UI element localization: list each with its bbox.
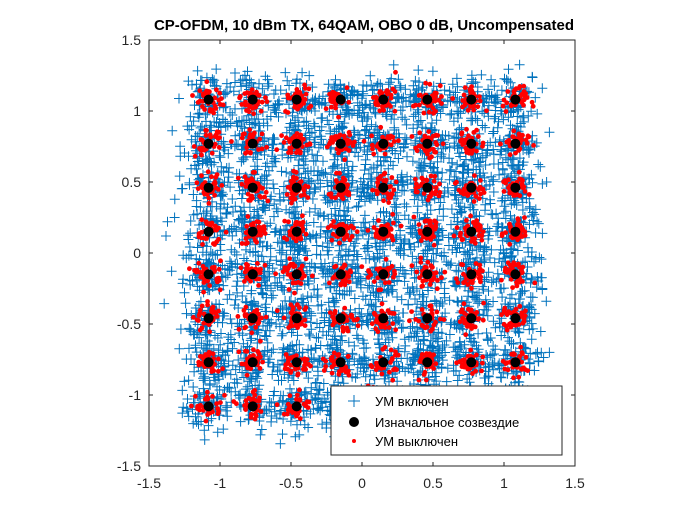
constellation-point-5-5	[422, 182, 433, 193]
y-tick-label: 0.5	[122, 174, 142, 190]
constellation-point-4-5	[378, 182, 389, 193]
constellation-point-5-7	[422, 94, 433, 105]
legend-label-um-on: УМ включен	[375, 394, 449, 409]
series-original-constellation	[203, 94, 521, 412]
red-cluster-0-5	[194, 169, 225, 206]
constellation-point-0-7	[203, 94, 214, 105]
constellation-point-4-2	[378, 313, 389, 324]
red-cluster-3-6	[324, 130, 357, 163]
constellation-point-4-4	[378, 226, 389, 237]
x-tick-label: -1	[214, 475, 227, 491]
constellation-point-0-2	[203, 313, 214, 324]
constellation-point-3-4	[335, 226, 346, 237]
constellation-point-1-2	[247, 313, 258, 324]
constellation-point-5-4	[422, 226, 433, 237]
constellation-point-2-4	[291, 226, 302, 237]
constellation-point-2-0	[291, 401, 302, 412]
constellation-point-0-1	[203, 357, 214, 368]
legend-box	[330, 385, 563, 456]
x-tick-label: -1.5	[137, 475, 161, 491]
constellation-point-1-6	[247, 138, 258, 149]
constellation-point-5-3	[422, 269, 433, 280]
constellation-point-7-1	[510, 357, 521, 368]
constellation-point-3-7	[335, 94, 346, 105]
axis-ticks: -1.5 -1 -0.5 0 0.5 1 1.5 -1.5 -1 -0.5 0 0.5 1 1.5	[117, 32, 585, 491]
y-tick-label: 0	[133, 245, 141, 261]
red-cluster-5-3	[409, 255, 448, 292]
constellation-point-6-6	[466, 138, 477, 149]
constellation-point-6-5	[466, 182, 477, 193]
constellation-point-3-3	[335, 269, 346, 280]
constellation-point-2-5	[291, 182, 302, 193]
x-tick-label: 0	[358, 475, 366, 491]
constellation-point-7-5	[510, 182, 521, 193]
constellation-point-7-3	[510, 269, 521, 280]
y-tick-label: 1	[133, 103, 141, 119]
constellation-point-1-5	[247, 182, 258, 193]
constellation-point-0-4	[203, 226, 214, 237]
legend-marker-red-dot	[352, 439, 356, 443]
constellation-point-4-3	[378, 269, 389, 280]
red-cluster-7-7	[500, 83, 536, 114]
chart-title: CP-OFDM, 10 dBm TX, 64QAM, OBO 0 dB, Unc…	[154, 17, 574, 34]
legend: УМ включен Изначальное созвездие УМ выкл…	[330, 385, 563, 456]
x-tick-label: 0.5	[423, 475, 443, 491]
x-tick-label: 1	[500, 475, 508, 491]
constellation-point-0-5	[203, 182, 214, 193]
constellation-point-0-3	[203, 269, 214, 280]
constellation-point-6-2	[466, 313, 477, 324]
constellation-point-5-1	[422, 357, 433, 368]
constellation-point-6-1	[466, 357, 477, 368]
constellation-point-2-2	[291, 313, 302, 324]
y-tick-label: 1.5	[122, 32, 142, 48]
red-cluster-6-4	[451, 213, 486, 246]
constellation-point-1-0	[247, 401, 258, 412]
constellation-point-1-7	[247, 94, 258, 105]
constellation-point-3-2	[335, 313, 346, 324]
constellation-point-1-3	[247, 269, 258, 280]
constellation-point-5-2	[422, 313, 433, 324]
red-cluster-6-6	[458, 126, 486, 156]
legend-marker-plus	[348, 395, 360, 407]
legend-label-um-off: УМ выключен	[375, 434, 458, 449]
constellation-point-0-0	[203, 401, 214, 412]
constellation-point-6-4	[466, 226, 477, 237]
red-cluster-7-4	[499, 215, 528, 247]
constellation-point-4-1	[378, 357, 389, 368]
constellation-point-1-4	[247, 226, 258, 237]
constellation-point-4-7	[378, 94, 389, 105]
red-cluster-1-4	[239, 214, 268, 247]
constellation-point-5-6	[422, 138, 433, 149]
constellation-point-6-7	[466, 94, 477, 105]
constellation-point-4-6	[378, 138, 389, 149]
y-tick-label: -1	[129, 387, 142, 403]
y-tick-label: -0.5	[117, 316, 141, 332]
x-tick-label: -0.5	[279, 475, 303, 491]
constellation-point-2-1	[291, 357, 302, 368]
legend-marker-black-circle	[349, 417, 359, 427]
constellation-point-3-5	[335, 182, 346, 193]
y-tick-label: -1.5	[117, 458, 141, 474]
red-cluster-4-7	[371, 69, 398, 114]
legend-label-original: Изначальное созвездие	[375, 415, 519, 430]
constellation-point-1-1	[247, 357, 258, 368]
constellation-point-0-6	[203, 138, 214, 149]
constellation-point-7-7	[510, 94, 521, 105]
constellation-point-6-3	[466, 269, 477, 280]
constellation-point-2-3	[291, 269, 302, 280]
constellation-point-7-6	[510, 138, 521, 149]
x-tick-label: 1.5	[565, 475, 585, 491]
constellation-point-3-1	[335, 357, 346, 368]
constellation-point-7-4	[510, 226, 521, 237]
constellation-point-3-6	[335, 138, 346, 149]
constellation-point-2-6	[291, 138, 302, 149]
red-cluster-3-4	[325, 219, 360, 246]
constellation-point-2-7	[291, 94, 302, 105]
constellation-point-7-2	[510, 313, 521, 324]
